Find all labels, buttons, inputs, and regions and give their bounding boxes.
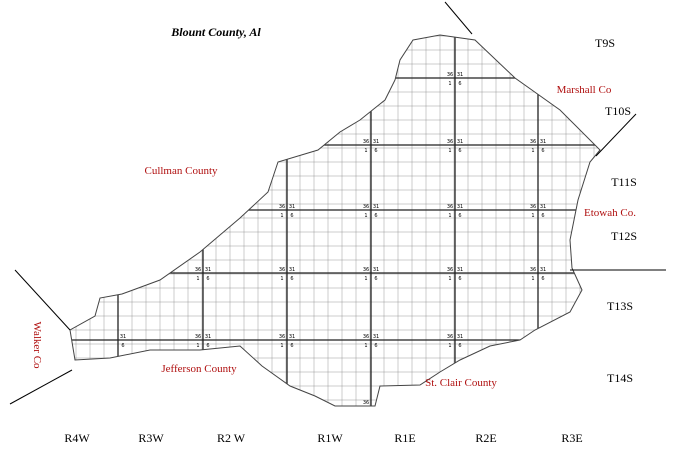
section-number: 1 bbox=[364, 276, 367, 282]
section-number: 1 bbox=[448, 81, 451, 87]
township-label: T13S bbox=[607, 299, 633, 313]
section-number: 1 bbox=[196, 343, 199, 349]
section-number: 6 bbox=[541, 213, 544, 219]
township-label: T9S bbox=[595, 36, 615, 50]
section-number: 36 bbox=[195, 334, 201, 340]
section-number: 1 bbox=[364, 213, 367, 219]
section-number: 6 bbox=[458, 81, 461, 87]
section-number: 36 bbox=[363, 204, 369, 210]
section-number: 36 bbox=[195, 267, 201, 273]
section-number: 1 bbox=[196, 276, 199, 282]
section-number: 36 bbox=[447, 72, 453, 78]
boundary-lines bbox=[9, 1, 666, 405]
section-number: 6 bbox=[458, 148, 461, 154]
section-number: 1 bbox=[531, 213, 534, 219]
section-number: 36 bbox=[363, 400, 369, 406]
section-number: 1 bbox=[448, 213, 451, 219]
section-number: 6 bbox=[206, 276, 209, 282]
section-number: 31 bbox=[457, 72, 463, 78]
section-number: 6 bbox=[374, 343, 377, 349]
section-number: 31 bbox=[373, 267, 379, 273]
section-number: 36 bbox=[447, 204, 453, 210]
section-number: 36 bbox=[279, 334, 285, 340]
section-number: 1 bbox=[531, 148, 534, 154]
section-number: 6 bbox=[206, 343, 209, 349]
section-number: 6 bbox=[458, 213, 461, 219]
section-number: 31 bbox=[373, 334, 379, 340]
section-number: 31 bbox=[540, 267, 546, 273]
section-number: 31 bbox=[373, 139, 379, 145]
county-label: Jefferson County bbox=[161, 363, 237, 375]
section-number: 6 bbox=[541, 276, 544, 282]
section-number: 31 bbox=[540, 139, 546, 145]
section-number: 31 bbox=[457, 334, 463, 340]
section-number: 6 bbox=[290, 213, 293, 219]
section-number: 31 bbox=[205, 267, 211, 273]
section-number: 31 bbox=[289, 267, 295, 273]
section-number: 31 bbox=[120, 334, 126, 340]
section-number: 1 bbox=[531, 276, 534, 282]
map-title: Blount County, Al bbox=[170, 25, 261, 39]
section-number: 36 bbox=[447, 334, 453, 340]
section-number: 1 bbox=[364, 148, 367, 154]
section-number: 31 bbox=[289, 334, 295, 340]
section-number: 36 bbox=[530, 139, 536, 145]
section-number: 1 bbox=[364, 343, 367, 349]
section-number: 1 bbox=[280, 276, 283, 282]
section-number: 36 bbox=[447, 139, 453, 145]
township-label: T11S bbox=[611, 175, 637, 189]
section-number: 36 bbox=[363, 267, 369, 273]
section-number: 6 bbox=[374, 213, 377, 219]
county-label: Etowah Co. bbox=[584, 207, 636, 219]
range-label: R1E bbox=[394, 431, 415, 445]
section-number: 1 bbox=[448, 148, 451, 154]
section-number: 6 bbox=[374, 148, 377, 154]
section-number: 36 bbox=[363, 334, 369, 340]
section-number: 31 bbox=[540, 204, 546, 210]
section-number: 36 bbox=[530, 204, 536, 210]
section-number: 31 bbox=[457, 139, 463, 145]
section-number: 6 bbox=[290, 276, 293, 282]
section-number: 1 bbox=[448, 343, 451, 349]
county-label: Cullman County bbox=[144, 165, 218, 177]
county-label: Marshall Co bbox=[557, 84, 612, 96]
range-label: R3E bbox=[561, 431, 582, 445]
section-number: 6 bbox=[458, 343, 461, 349]
township-label: T12S bbox=[611, 229, 637, 243]
section-number: 31 bbox=[457, 267, 463, 273]
county-label: St. Clair County bbox=[425, 377, 497, 389]
range-label: R2 W bbox=[217, 431, 246, 445]
section-number: 31 bbox=[289, 204, 295, 210]
county-outline bbox=[69, 34, 601, 407]
section-number: 6 bbox=[374, 276, 377, 282]
section-number: 31 bbox=[457, 204, 463, 210]
range-label: R2E bbox=[475, 431, 496, 445]
section-number: 36 bbox=[363, 139, 369, 145]
section-number: 36 bbox=[279, 267, 285, 273]
section-number: 36 bbox=[279, 204, 285, 210]
township-label: T14S bbox=[607, 371, 633, 385]
section-number: 6 bbox=[121, 343, 124, 349]
range-label: R3W bbox=[138, 431, 164, 445]
section-number: 31 bbox=[205, 334, 211, 340]
section-number: 6 bbox=[290, 343, 293, 349]
section-number: 1 bbox=[280, 343, 283, 349]
section-number: 31 bbox=[373, 204, 379, 210]
section-number: 36 bbox=[447, 267, 453, 273]
section-number: 6 bbox=[541, 148, 544, 154]
range-label: R1W bbox=[317, 431, 343, 445]
section-number: 6 bbox=[458, 276, 461, 282]
section-number: 1 bbox=[448, 276, 451, 282]
section-number: 1 bbox=[280, 213, 283, 219]
section-number: 36 bbox=[530, 267, 536, 273]
range-label: R4W bbox=[64, 431, 90, 445]
county-label: Walker Co bbox=[31, 321, 43, 369]
township-label: T10S bbox=[605, 104, 631, 118]
